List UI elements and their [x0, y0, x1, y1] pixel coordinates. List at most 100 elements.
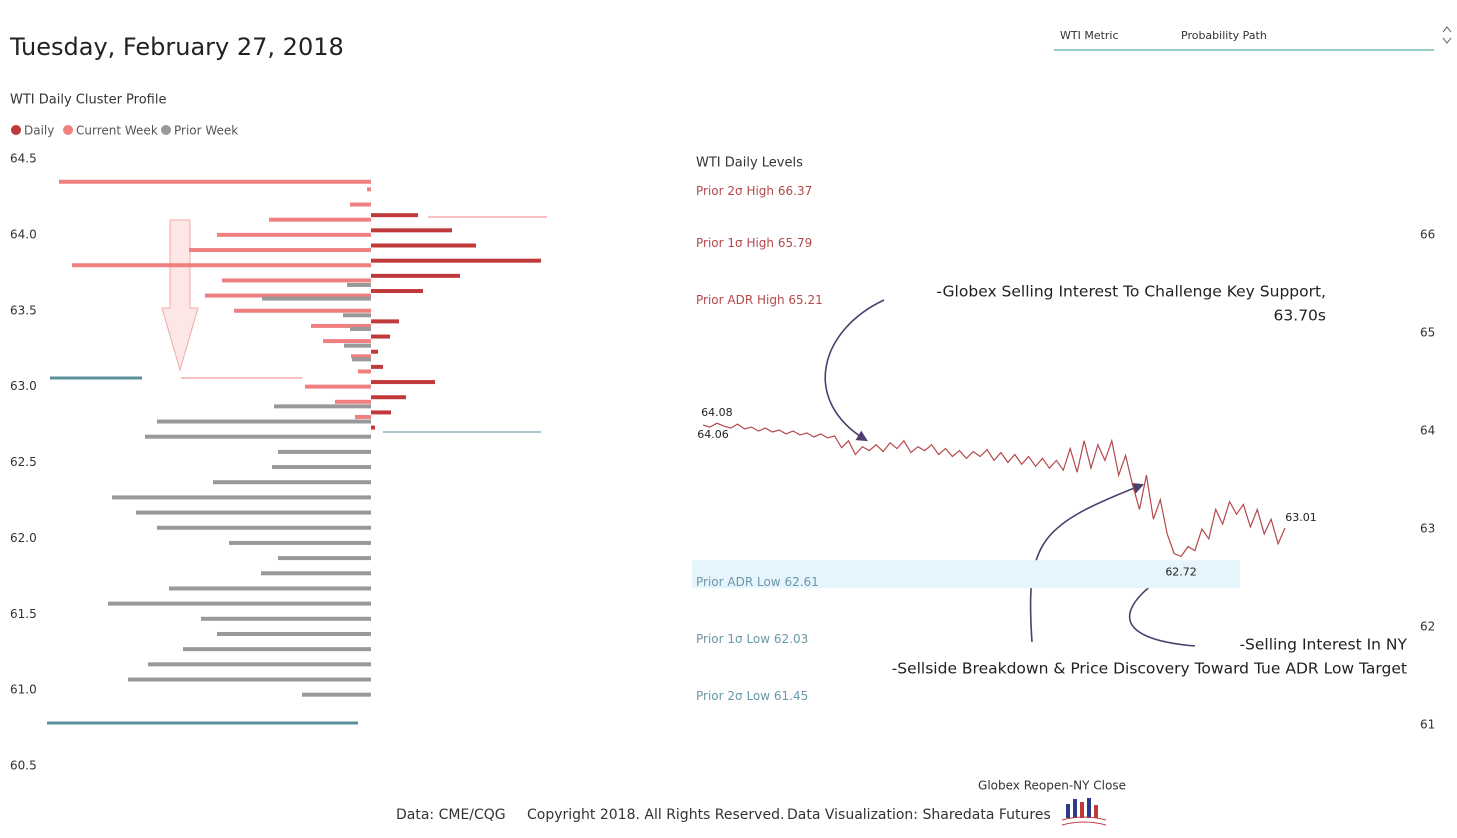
profile-bar — [335, 399, 371, 404]
profile-bar — [355, 414, 371, 419]
profile-bar — [371, 334, 390, 339]
profile-bar — [148, 662, 371, 667]
profile-bar — [358, 369, 371, 374]
profile-bar — [371, 319, 399, 324]
profile-bar — [108, 601, 371, 606]
footer-viz: Data Visualization: Sharedata Futures — [787, 807, 1051, 823]
y-tick-label: 62 — [1420, 620, 1435, 634]
profile-bar — [269, 217, 371, 222]
adr-low-band — [692, 560, 1240, 589]
y-tick-label: 63.5 — [10, 303, 37, 317]
annotation: -Globex Selling Interest To Challenge Ke… — [936, 283, 1326, 301]
profile-bar — [371, 243, 476, 248]
profile-bar — [262, 296, 371, 301]
value-label: 64.08 — [701, 406, 733, 419]
profile-bar — [343, 313, 371, 318]
profile-bar — [371, 213, 418, 218]
level-label: Prior 2σ Low 61.45 — [696, 689, 808, 703]
profile-bar — [351, 354, 371, 359]
profile-bar — [371, 395, 406, 400]
profile-bar — [371, 258, 541, 263]
profile-bar — [371, 425, 375, 430]
profile-bar — [145, 434, 371, 439]
profile-bar — [371, 410, 391, 415]
profile-bar — [371, 273, 460, 278]
level-name: Prior ADR High — [696, 293, 785, 307]
profile-bar — [350, 202, 371, 207]
y-tick-label: 65 — [1420, 326, 1435, 340]
price-line — [702, 422, 1286, 558]
profile-bar — [213, 480, 371, 485]
chart-title: WTI Daily Levels — [696, 156, 803, 171]
annotation-arrows — [824, 299, 1196, 647]
x-axis-label: Globex Reopen-NY Close — [978, 779, 1126, 793]
footer-data: Data: CME/CQG — [396, 807, 506, 823]
chart-title: WTI Daily Cluster Profile — [10, 93, 166, 108]
level-label: Prior 1σ High 65.79 — [696, 236, 812, 250]
profile-bar — [157, 419, 371, 424]
profile-bar — [136, 510, 371, 515]
value-label: 64.06 — [697, 428, 729, 441]
level-value: 66.37 — [778, 184, 812, 198]
profile-bar — [352, 357, 371, 362]
legend-swatch — [161, 125, 171, 135]
y-tick-label: 61.5 — [10, 607, 37, 621]
legend-swatch — [11, 125, 21, 135]
y-tick-label: 63 — [1420, 522, 1435, 536]
slicer-chevron[interactable] — [1442, 26, 1452, 44]
profile-bar — [278, 556, 371, 561]
profile-bar — [323, 339, 371, 344]
y-tick-label: 64.5 — [10, 152, 37, 166]
slicer-label[interactable]: WTI Metric — [1060, 29, 1119, 42]
profile-bar — [371, 364, 383, 369]
level-value: 62.61 — [784, 575, 818, 589]
level-value: 61.45 — [774, 689, 808, 703]
profile-bar — [169, 586, 371, 591]
profile-bar — [72, 263, 371, 268]
y-tick-label: 61 — [1420, 718, 1435, 732]
slicer-value[interactable]: Probability Path — [1181, 29, 1267, 42]
profile-bar — [59, 179, 371, 184]
level-name: Prior ADR Low — [696, 575, 781, 589]
value-label: 63.01 — [1285, 511, 1317, 524]
level-value: 62.03 — [774, 632, 808, 646]
legend-label: Prior Week — [174, 124, 238, 138]
legend-swatch — [63, 125, 73, 135]
profile-bar — [274, 404, 371, 409]
profile-bar — [128, 677, 371, 682]
annotation: 63.70s — [1274, 307, 1326, 325]
footer-copyright: Copyright 2018. All Rights Reserved. — [527, 807, 784, 823]
profile-bar — [344, 343, 371, 348]
level-label: Prior 2σ High 66.37 — [696, 184, 812, 198]
profile-bar — [305, 384, 371, 389]
profile-bar — [302, 692, 371, 697]
profile-bar — [229, 540, 371, 545]
profile-bar — [217, 232, 371, 237]
legend-label: Current Week — [76, 124, 158, 138]
profile-bar — [347, 282, 371, 287]
level-name: Prior 1σ High — [696, 236, 774, 250]
profile-bar — [371, 349, 378, 354]
profile-bar — [371, 380, 435, 385]
level-name: Prior 2σ High — [696, 184, 774, 198]
profile-bar — [350, 326, 371, 331]
profile-bar — [205, 293, 371, 298]
level-label: Prior ADR High 65.21 — [696, 293, 823, 307]
profile-bar — [201, 616, 371, 621]
profile-bar — [371, 289, 423, 294]
annotation: -Selling Interest In NY — [1239, 636, 1407, 654]
y-tick-label: 62.5 — [10, 455, 37, 469]
level-name: Prior 1σ Low — [696, 632, 770, 646]
profile-bar — [183, 647, 371, 652]
profile-bar — [157, 525, 371, 530]
level-name: Prior 2σ Low — [696, 689, 770, 703]
level-label: Prior 1σ Low 62.03 — [696, 632, 808, 646]
y-tick-label: 64.0 — [10, 227, 37, 241]
profile-bar — [371, 228, 452, 233]
profile-bar — [272, 465, 371, 470]
legend-label: Daily — [24, 124, 54, 138]
page-title: Tuesday, February 27, 2018 — [9, 33, 344, 61]
profile-bar — [234, 308, 371, 313]
profile-bar — [311, 323, 371, 328]
